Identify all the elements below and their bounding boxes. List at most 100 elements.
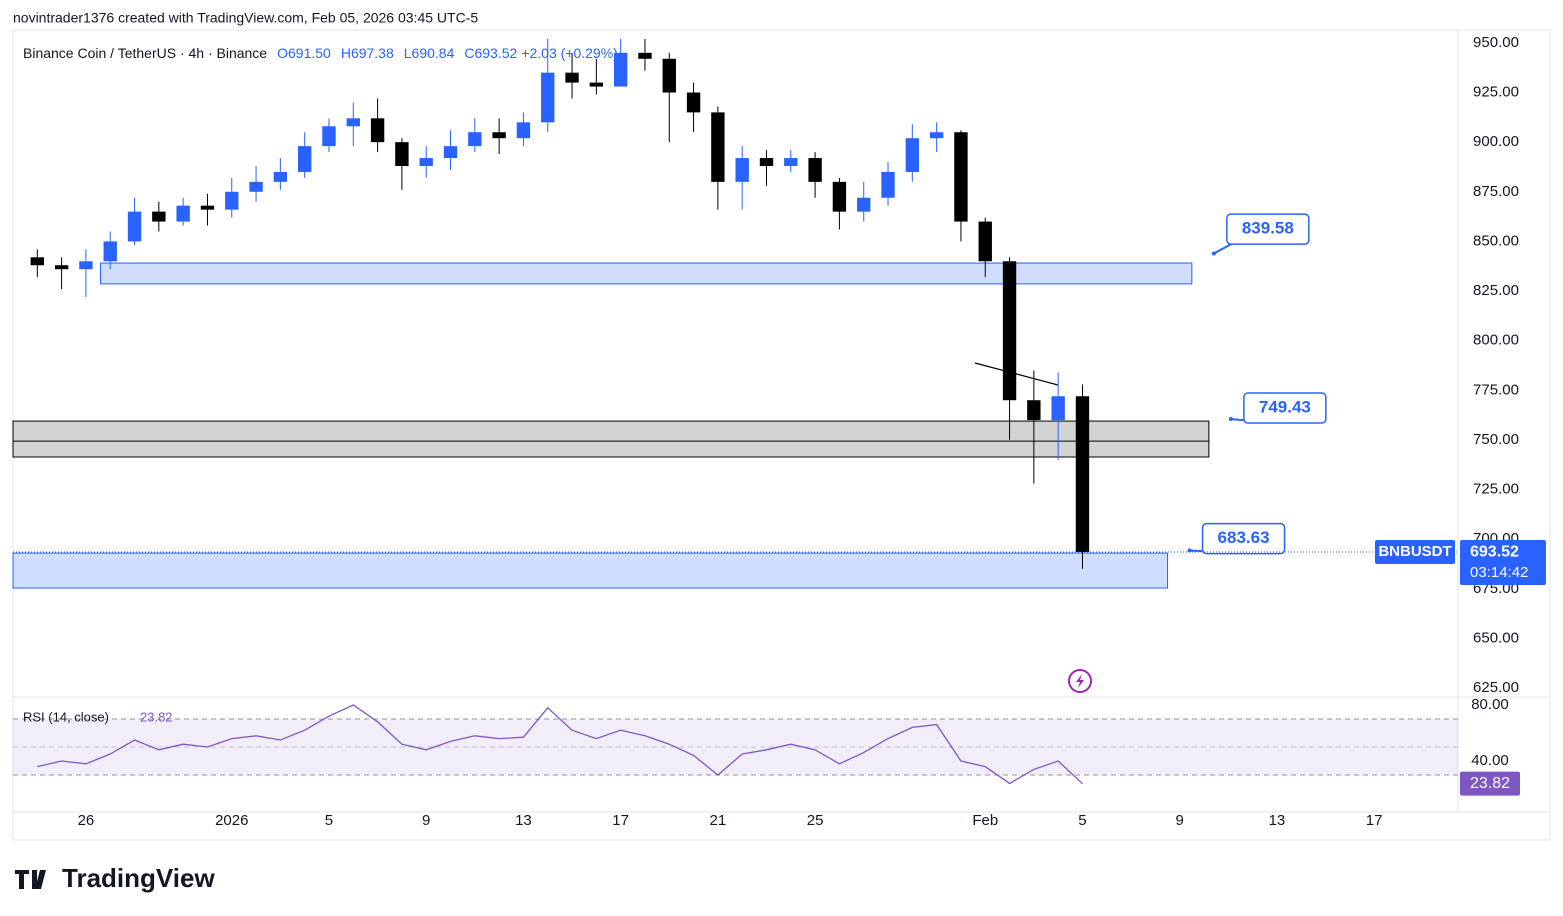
callout-box: [1226, 213, 1310, 245]
candle-body: [443, 146, 458, 159]
x-tick-label: 21: [710, 812, 727, 829]
candle-body: [297, 146, 312, 172]
callout-label: 749.43: [1259, 398, 1311, 417]
candle-body: [273, 171, 288, 182]
rsi-band: [13, 718, 1458, 776]
x-tick-label: 2026: [215, 812, 248, 829]
candle-body: [613, 52, 628, 87]
x-tick-label: 13: [515, 812, 532, 829]
x-tick-label: 9: [1176, 812, 1184, 829]
candle-body: [322, 126, 336, 147]
candle-body: [589, 82, 604, 87]
candle-body: [784, 158, 798, 166]
y-tick-label: 800.00: [1473, 332, 1519, 349]
callout-label: 839.58: [1242, 219, 1294, 238]
indicator-value: 23.82: [140, 709, 173, 724]
candle-body: [881, 171, 895, 198]
candle-body: [735, 158, 749, 182]
y-tick-label: 625.00: [1473, 679, 1519, 696]
y-tick-label: 80.00: [1471, 696, 1509, 713]
candle-body: [492, 132, 506, 139]
candle-body: [759, 158, 774, 166]
candle-body: [808, 158, 822, 182]
candle-body: [662, 58, 676, 93]
legend-value: +2.03 (+0.29%): [521, 45, 618, 61]
callout-box: [1201, 522, 1286, 555]
candle-body: [978, 221, 992, 262]
candle-body: [346, 118, 360, 127]
x-tick-label: 5: [1078, 812, 1086, 829]
candle-body: [565, 72, 579, 83]
callout-dot: [1228, 417, 1233, 422]
candle-body: [954, 132, 968, 222]
x-tick-label: 13: [1269, 812, 1286, 829]
candle-body: [419, 158, 433, 166]
candle-body: [30, 257, 44, 266]
x-tick-label: Feb: [972, 812, 998, 829]
price-tag-box: [1460, 540, 1546, 586]
candle-body: [103, 241, 117, 262]
legend-value: L690.84: [404, 45, 455, 61]
x-tick-label: 25: [807, 812, 824, 829]
callout-box: [1243, 392, 1327, 424]
rsi-line: [37, 704, 1083, 785]
legend-value: H697.38: [341, 45, 394, 61]
candle-body: [686, 92, 701, 113]
legend-value: C693.52: [464, 45, 517, 61]
logo-icon: [15, 870, 46, 889]
price-tag: 693.52: [1470, 543, 1519, 560]
symbol-tag-box: [1375, 540, 1455, 565]
candle-body: [832, 181, 847, 212]
candle-body: [200, 205, 215, 210]
callout-dot: [1211, 251, 1216, 256]
candle-body: [152, 211, 166, 222]
alert-icon: [1068, 669, 1092, 693]
candle-body: [79, 261, 93, 270]
candle-body: [1027, 400, 1041, 421]
candle-body: [516, 122, 531, 139]
candle-body: [249, 181, 263, 192]
y-tick-label: 825.00: [1473, 282, 1519, 299]
y-tick-label: 40.00: [1471, 752, 1509, 769]
legend: Binance Coin / TetherUS · 4h · Binance O6…: [23, 45, 618, 61]
zone: [100, 262, 1193, 285]
x-tick-label: 17: [612, 812, 629, 829]
alert-circle: [1068, 669, 1092, 693]
callout-dot: [1187, 548, 1192, 553]
x-tick-label: 17: [1366, 812, 1383, 829]
y-tick-label: 950.00: [1473, 34, 1519, 51]
candle-body: [929, 132, 944, 139]
candle-body: [468, 132, 482, 147]
y-tick-label: 650.00: [1473, 629, 1519, 646]
legend-title: Binance Coin / TetherUS · 4h · Binance: [23, 45, 267, 61]
candle-body: [176, 205, 190, 222]
x-tick-label: 9: [422, 812, 430, 829]
y-tick-label: 750.00: [1473, 431, 1519, 448]
candle-body: [711, 112, 725, 182]
candle-body: [127, 211, 142, 242]
candle-body: [905, 138, 920, 172]
candle-body: [1075, 396, 1090, 553]
logo-text: TradingView: [62, 863, 215, 893]
callout-label: 683.63: [1218, 528, 1270, 547]
legend-value: O691.50: [277, 45, 331, 61]
candle-body: [857, 197, 871, 212]
rsi-tag-box: [1460, 771, 1520, 796]
logo: TradingView: [15, 863, 215, 893]
candle-body: [541, 72, 555, 123]
candle-body: [638, 52, 652, 59]
trend-line: [974, 362, 1059, 386]
candle-body: [370, 118, 385, 143]
rsi-tag: 23.82: [1470, 775, 1510, 792]
candle-body: [1051, 396, 1065, 421]
y-tick-label: 725.00: [1473, 481, 1519, 498]
countdown: 03:14:42: [1470, 564, 1528, 581]
zone: [12, 552, 1169, 589]
symbol-tag: BNBUSDT: [1378, 543, 1451, 560]
candle-body: [225, 191, 239, 210]
candle-body: [395, 142, 409, 166]
y-tick-label: 900.00: [1473, 133, 1519, 150]
zone: [12, 420, 1210, 458]
y-tick-label: 850.00: [1473, 232, 1519, 249]
